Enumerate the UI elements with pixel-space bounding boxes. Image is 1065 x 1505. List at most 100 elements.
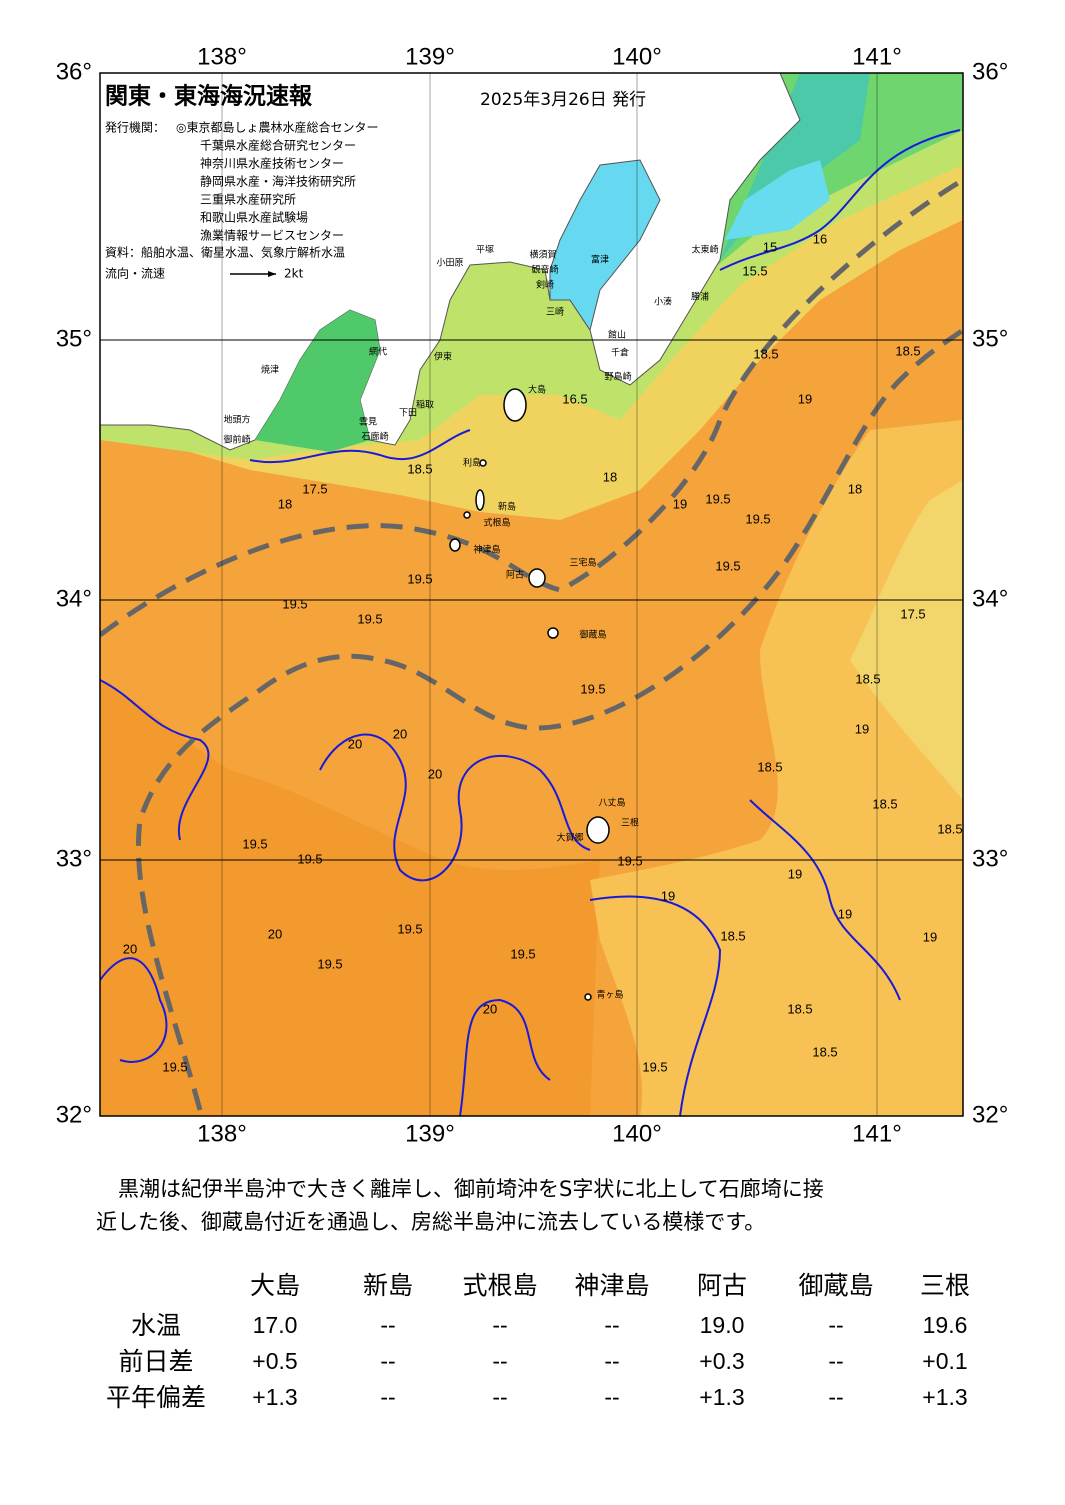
place-name: 野島崎 [604,371,631,383]
contour-label: 19.5 [357,611,382,626]
row-label: 水温 [131,1311,181,1340]
column-header: 神津島 [574,1271,649,1300]
column-header: 阿古 [697,1271,747,1300]
table-cell: -- [828,1384,843,1410]
islands [449,388,610,1001]
place-name: 横須賀 [529,249,556,261]
summary-line: 黒潮は紀伊半島沖で大きく離岸し、御前埼沖をS字状に北上して石廊埼に接 [118,1177,824,1201]
place-name: 千倉 [611,347,629,359]
island [584,993,592,1001]
place-name: 伊東 [434,351,452,363]
place-name: 式根島 [483,517,510,529]
flow-arrowhead [268,271,276,277]
contour-label: 19.5 [705,491,730,506]
place-name: 大賀郷 [556,832,583,844]
contour-label: 19.5 [580,681,605,696]
contour-label: 18.5 [753,346,778,361]
lon-label: 139° [405,43,455,70]
contour-label: 15 [763,239,777,254]
contour-label: 20 [428,766,442,781]
column-header: 三根 [920,1271,970,1300]
flow-label: 流向・流速 [105,266,165,281]
contour-label: 19 [855,721,869,736]
place-name: 稲取 [416,399,434,411]
place-name: 御前崎 [223,434,250,446]
lon-label: 139° [405,1120,455,1147]
contour-label: 17.5 [900,606,925,621]
contour-label: 19.5 [407,571,432,586]
lat-label: 35° [56,325,92,352]
lat-label: 36° [972,58,1008,85]
issue-date: 2025年3月26日 発行 [480,90,646,110]
lat-label: 32° [972,1101,1008,1128]
place-name: 八丈島 [598,797,625,809]
contour-label: 19.5 [745,511,770,526]
contour-line [459,998,551,1116]
contour-label: 16.5 [562,391,587,406]
lat-label: 34° [972,585,1008,612]
lat-label: 33° [972,845,1008,872]
kuroshio-path [135,328,963,1111]
contour-label: 18.5 [895,343,920,358]
contour-label: 19.5 [297,851,322,866]
place-name: 小湊 [654,296,672,308]
place-name: 雲見 [359,417,377,428]
place-name: 観音崎 [531,264,558,276]
map-frame [99,72,964,1117]
contour-label: 19.5 [282,596,307,611]
place-name: 太東崎 [691,244,718,256]
contour-label: 19 [838,906,852,921]
contour-label: 18.5 [787,1001,812,1016]
contour-label: 19.5 [510,946,535,961]
contour-line [100,679,210,841]
suruga-bay [255,310,380,452]
issuer: 和歌山県水産試験場 [200,210,308,225]
table-cell: 19.0 [700,1312,745,1338]
place-name: 御蔵島 [579,629,606,641]
table-cell: 19.6 [923,1312,968,1338]
place-name: 剣崎 [536,279,554,291]
contour-label: 18.5 [937,821,962,836]
table-cell: -- [604,1312,619,1338]
contours [100,129,961,1116]
place-name: 勝浦 [691,291,709,303]
contour-label: 20 [348,736,362,751]
contour-label: 18.5 [407,461,432,476]
island [449,538,461,552]
place-name: 青ヶ島 [596,989,623,1001]
place-name: 新島 [498,501,516,513]
contour-label: 19.5 [715,558,740,573]
table-cell: -- [604,1384,619,1410]
map-title: 関東・東海海況速報 [105,83,313,110]
place-name: 地頭方 [223,414,250,426]
contour-line [589,895,722,1116]
contour-line [100,957,168,1063]
place-name: 下田 [399,408,417,419]
table-cell: -- [604,1348,619,1374]
lon-label: 138° [197,1120,247,1147]
contour-label: 19 [661,888,675,903]
contour-line [719,129,961,271]
table-cell: -- [380,1312,395,1338]
lon-label: 141° [852,43,902,70]
lon-label: 140° [612,43,662,70]
issuer-label: 発行機関： [105,120,165,135]
contour-label: 18.5 [757,759,782,774]
lon-label: 140° [612,1120,662,1147]
column-header: 式根島 [462,1271,537,1300]
island [503,388,527,422]
contour-label: 19.5 [317,956,342,971]
island [528,568,546,588]
island [479,459,487,467]
place-name: 館山 [608,329,626,341]
place-name: 三崎 [546,306,564,318]
row-label: 前日差 [118,1347,193,1376]
island [463,511,471,519]
contour-label: 20 [483,1001,497,1016]
table-cell: -- [828,1312,843,1338]
issuer: 漁業情報サービスセンター [200,229,344,243]
contour-label: 18 [603,469,617,484]
row-label: 平年偏差 [106,1383,206,1412]
table-cell: -- [380,1348,395,1374]
place-name: 網代 [369,346,387,358]
